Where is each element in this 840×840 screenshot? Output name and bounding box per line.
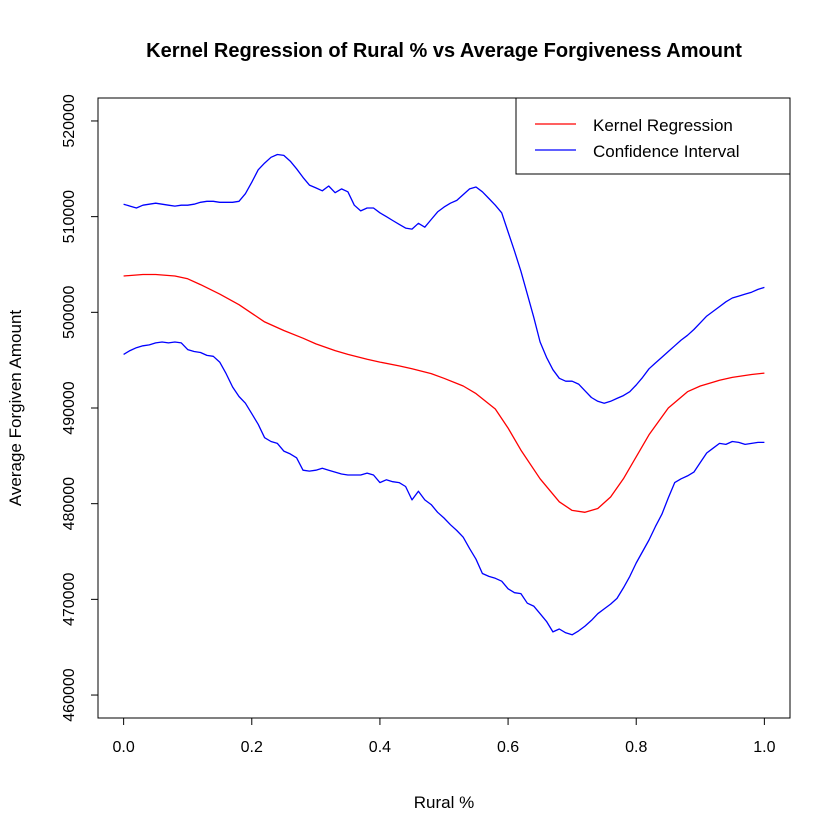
series-line-confidence-upper xyxy=(123,153,765,404)
legend-box xyxy=(515,97,791,175)
series-layer xyxy=(123,153,765,636)
x-tick-label: 0.0 xyxy=(113,739,135,756)
plot-frame xyxy=(97,97,791,719)
chart-title: Kernel Regression of Rural % vs Average … xyxy=(146,40,742,62)
y-axis: 460000 470000 480000 490000 500000 510000 5200… xyxy=(61,94,99,722)
y-tick-label: 520000 xyxy=(61,94,78,147)
legend-label-confidence-interval: Confidence Interval xyxy=(593,142,739,161)
y-tick-label: 480000 xyxy=(61,477,78,530)
x-tick-label: 0.2 xyxy=(241,739,263,756)
x-axis-label: Rural % xyxy=(414,793,474,812)
series-line-confidence-lower xyxy=(123,341,765,636)
y-axis-label: Average Forgiven Amount xyxy=(6,310,25,507)
y-tick-label: 510000 xyxy=(61,190,78,243)
series-line-kernel-regression xyxy=(123,273,765,513)
x-tick-label: 0.6 xyxy=(497,739,519,756)
y-tick-label: 500000 xyxy=(61,286,78,339)
y-tick-label: 490000 xyxy=(61,381,78,434)
legend-label-kernel-regression: Kernel Regression xyxy=(593,116,733,135)
y-tick-label: 470000 xyxy=(61,573,78,626)
x-tick-label: 0.4 xyxy=(369,739,391,756)
y-tick-label: 460000 xyxy=(61,668,78,721)
x-tick-label: 1.0 xyxy=(753,739,775,756)
x-axis: 0.0 0.2 0.4 0.6 0.8 1.0 xyxy=(113,717,776,756)
legend: Kernel Regression Confidence Interval xyxy=(515,97,791,175)
x-tick-label: 0.8 xyxy=(625,739,647,756)
